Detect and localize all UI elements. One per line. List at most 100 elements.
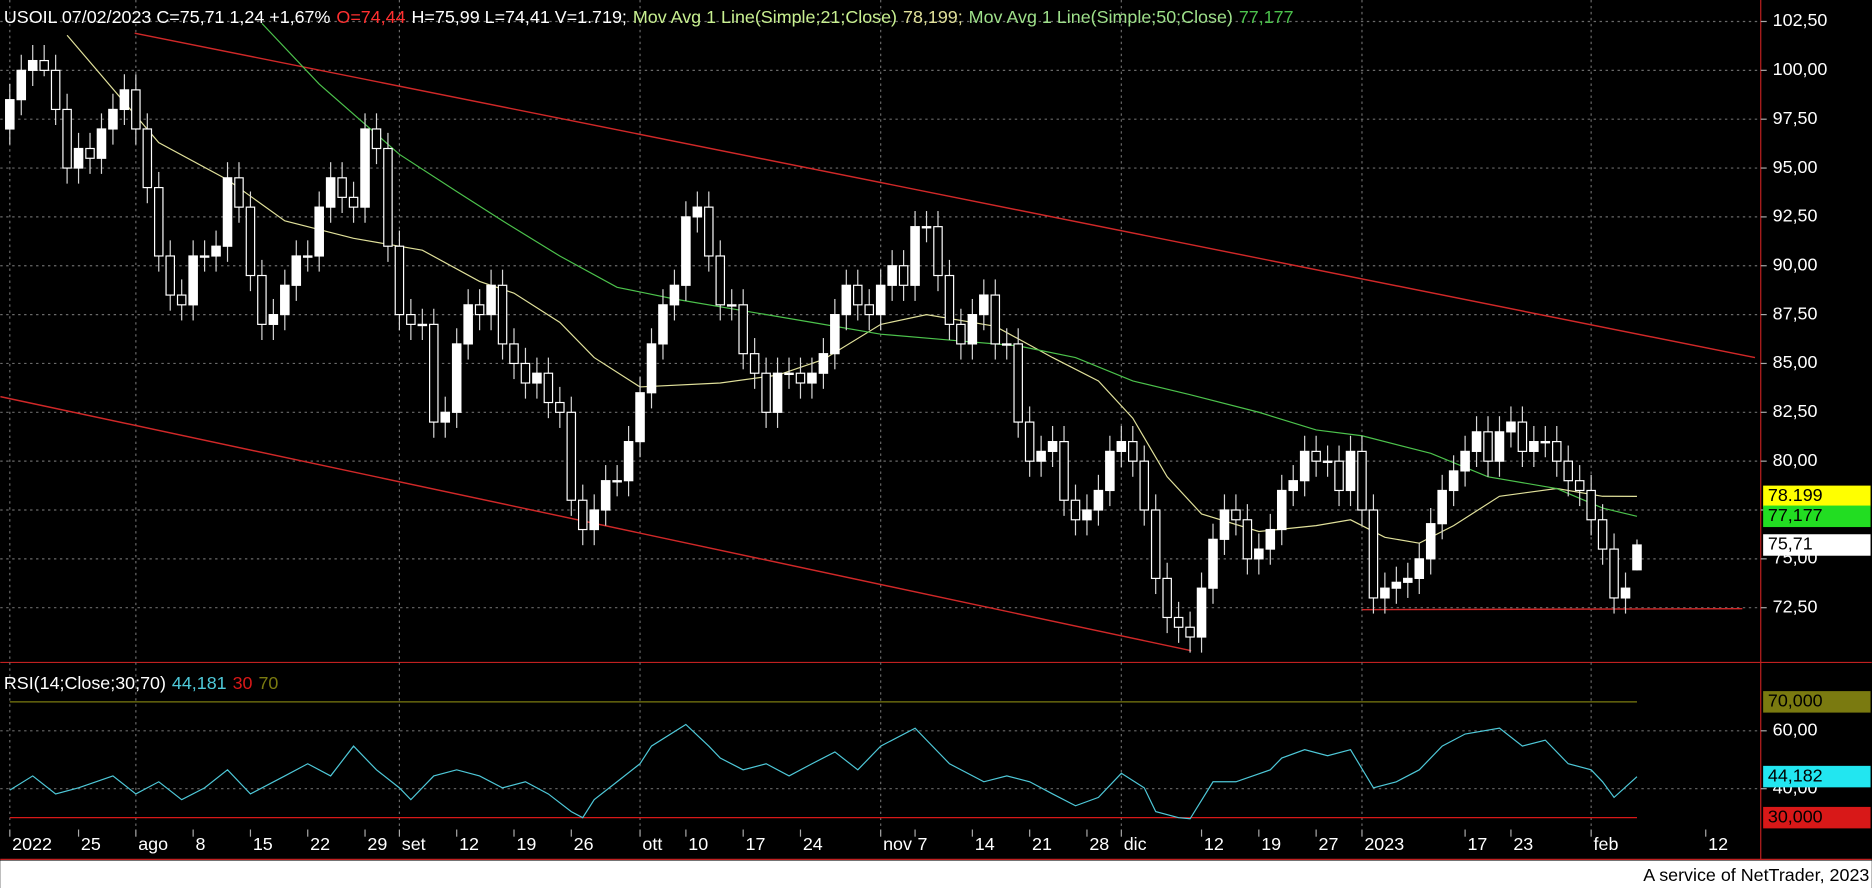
y-tick-label: 60,00: [1773, 720, 1818, 740]
candle-body: [1162, 577, 1172, 619]
candle-body: [772, 372, 783, 413]
candle-body: [761, 372, 771, 413]
candle-body: [257, 274, 267, 325]
candle-body: [73, 147, 84, 169]
candle-body: [555, 401, 565, 413]
x-tick-label: 12: [1204, 834, 1224, 854]
y-tick-label: 97,50: [1773, 108, 1818, 128]
trendline: [1361, 607, 1743, 611]
candle-body: [830, 314, 840, 355]
price-box-label: 77,177: [1768, 505, 1823, 525]
candle-body: [119, 89, 130, 111]
candle-body: [406, 314, 416, 325]
candle-body: [1105, 450, 1115, 492]
candle-body: [1047, 441, 1058, 452]
legend-name: Mov Avg 1 Line(Simple;50;Close): [969, 7, 1233, 27]
candle-body: [749, 353, 760, 374]
candle-body: [188, 255, 198, 306]
candle-body: [1483, 431, 1493, 462]
x-tick-label: 15: [253, 834, 273, 854]
candle-body: [979, 294, 989, 316]
candle-body: [222, 177, 233, 247]
y-tick-label: 87,50: [1773, 303, 1818, 323]
x-tick-label: dic: [1124, 834, 1147, 854]
candle-body: [509, 343, 519, 365]
level-box: [1763, 691, 1871, 713]
y-tick-label: 100,00: [1773, 59, 1828, 79]
candle-body: [463, 304, 473, 345]
candle-body: [1082, 509, 1092, 521]
candle-body: [302, 255, 313, 258]
candle-body: [486, 284, 496, 316]
candle-body: [1448, 470, 1459, 492]
x-tick-label: set: [402, 834, 426, 854]
x-tick-label: 2022: [12, 834, 52, 854]
candle-body: [199, 255, 210, 258]
candle-body: [612, 480, 622, 483]
candle-body: [1242, 519, 1253, 560]
price-box: [1763, 534, 1871, 556]
candle-body: [1276, 489, 1287, 531]
candle-body: [360, 128, 370, 208]
candle-body: [1299, 450, 1310, 482]
candle-body: [875, 284, 886, 316]
price-box-label: 78.199: [1768, 485, 1823, 505]
candle-body: [291, 255, 302, 286]
x-tick-label: 19: [1261, 834, 1281, 854]
candle-body: [451, 343, 462, 413]
chart-title: USOIL 07/02/2023 C=75,71 1,24 +1,67%: [4, 7, 331, 27]
candle-body: [1345, 450, 1356, 492]
rsi-title: RSI(14;Close;30;70): [4, 673, 166, 693]
rsi-legend: RSI(14;Close;30;70) 44,181 30 70: [4, 673, 279, 693]
candle-body: [841, 284, 852, 316]
candle-body: [39, 59, 49, 71]
candle-body: [131, 89, 141, 130]
y-tick-label: 95,00: [1773, 157, 1818, 177]
candle-body: [658, 304, 668, 345]
candle-body: [898, 265, 909, 286]
legend-level: 30: [233, 673, 253, 693]
candle-body: [852, 284, 863, 306]
price-box-label: 75,71: [1768, 534, 1813, 554]
x-tick-label: 14: [975, 834, 995, 854]
candle-body: [1185, 626, 1195, 638]
x-tick-label: 12: [459, 834, 479, 854]
x-tick-label: 10: [688, 834, 708, 854]
x-tick-label: ott: [642, 834, 662, 854]
candle-body: [818, 353, 829, 374]
legend-name: Mov Avg 1 Line(Simple;21;Close): [633, 7, 897, 27]
candle-body: [1265, 528, 1276, 550]
price-panel: [0, 22, 1756, 653]
candle-body: [348, 196, 359, 208]
candle-body: [1196, 587, 1207, 638]
candle-body: [635, 392, 645, 443]
x-tick-label: 29: [367, 834, 387, 854]
candle-body: [1288, 480, 1298, 492]
candle-body: [62, 108, 72, 169]
x-tick-label: 19: [516, 834, 536, 854]
candle-body: [440, 411, 451, 423]
candle-body: [1128, 441, 1138, 462]
candle-body: [1460, 450, 1470, 472]
candle-body: [1116, 441, 1127, 452]
x-tick-label: 12: [1708, 834, 1728, 854]
footer: A service of NetTrader, 2023: [1643, 865, 1869, 885]
candle-body: [1632, 544, 1642, 571]
y-tick-label: 85,00: [1773, 352, 1818, 372]
candle-body: [807, 372, 817, 384]
candle-body: [956, 323, 966, 345]
candle-body: [50, 69, 61, 111]
candle-body: [944, 274, 955, 325]
candle-body: [577, 499, 588, 531]
candle-body: [96, 128, 107, 159]
candle-body: [1254, 548, 1264, 560]
moving-average-line: [261, 22, 1638, 517]
candle-body: [245, 206, 256, 277]
legend: USOIL 07/02/2023 C=75,71 1,24 +1,67% O=74…: [4, 7, 1294, 27]
price-box: [1763, 505, 1871, 528]
candle-body: [1414, 558, 1425, 579]
candle-body: [325, 177, 336, 208]
rsi-box-label: 44,182: [1768, 765, 1823, 785]
candle-body: [429, 323, 439, 423]
